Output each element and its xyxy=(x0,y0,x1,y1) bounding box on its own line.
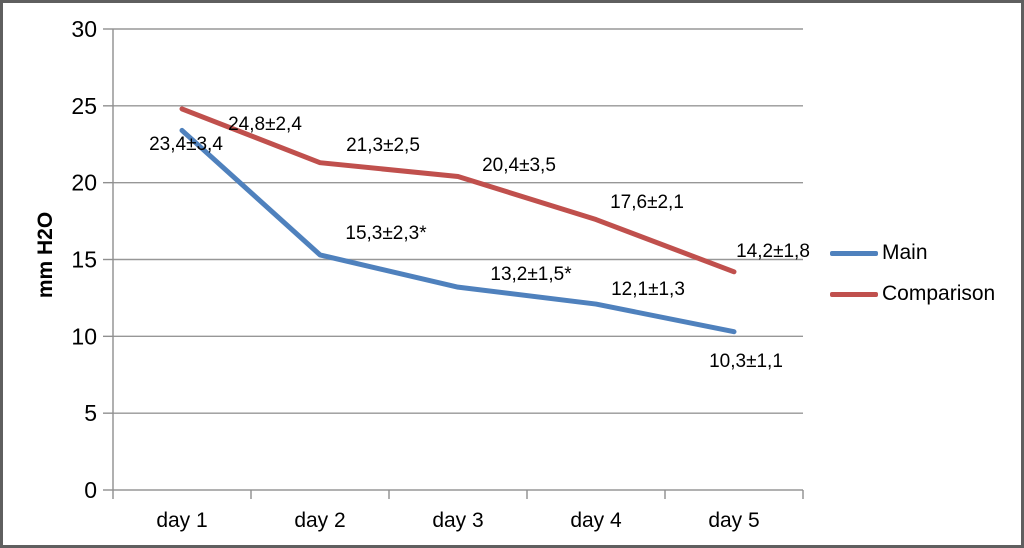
data-label-main-day-4: 12,1±1,3 xyxy=(611,279,685,301)
legend-item-main: Main xyxy=(830,240,995,266)
legend-line-icon-main xyxy=(830,250,878,256)
y-tick-label-15: 15 xyxy=(71,247,97,273)
legend-label-main: Main xyxy=(882,241,928,264)
y-tick-label-10: 10 xyxy=(71,323,97,349)
x-category-label-4: day 4 xyxy=(570,509,622,532)
data-label-comparison-day-3: 20,4±3,5 xyxy=(482,154,556,176)
legend-label-comparison: Comparison xyxy=(882,282,996,305)
y-tick-label-25: 25 xyxy=(71,93,97,119)
y-axis-title: mm H2O xyxy=(34,211,57,299)
data-label-comparison-day-2: 21,3±2,5 xyxy=(346,134,420,156)
x-category-label-2: day 2 xyxy=(294,509,345,532)
data-label-main-day-2: 15,3±2,3* xyxy=(345,222,427,244)
data-label-main-day-3: 13,2±1,5* xyxy=(490,264,572,286)
legend: Main Comparison xyxy=(830,240,995,322)
data-label-main-day-1: 23,4±3,4 xyxy=(149,134,223,156)
legend-line-icon-comparison xyxy=(830,291,878,297)
series-line-main xyxy=(179,127,737,335)
y-tick-label-30: 30 xyxy=(71,16,97,42)
x-category-label-1: day 1 xyxy=(156,509,207,532)
data-label-comparison-day-1: 24,8±2,4 xyxy=(228,113,302,135)
data-label-comparison-day-4: 17,6±2,1 xyxy=(610,191,684,213)
legend-item-comparison: Comparison xyxy=(830,281,995,307)
y-tick-label-0: 0 xyxy=(84,477,97,503)
data-label-comparison-day-5: 14,2±1,8 xyxy=(736,240,810,262)
data-label-main-day-5: 10,3±1,1 xyxy=(709,350,783,372)
series-line-comparison xyxy=(179,106,737,275)
y-tick-label-20: 20 xyxy=(71,170,97,196)
y-tick-label-5: 5 xyxy=(84,400,97,426)
x-category-label-3: day 3 xyxy=(432,509,483,532)
plot-area: 0 5 10 15 20 25 30 day 1 day 2 day 3 day 4 day 5 xyxy=(71,16,804,532)
x-category-label-5: day 5 xyxy=(708,509,759,532)
